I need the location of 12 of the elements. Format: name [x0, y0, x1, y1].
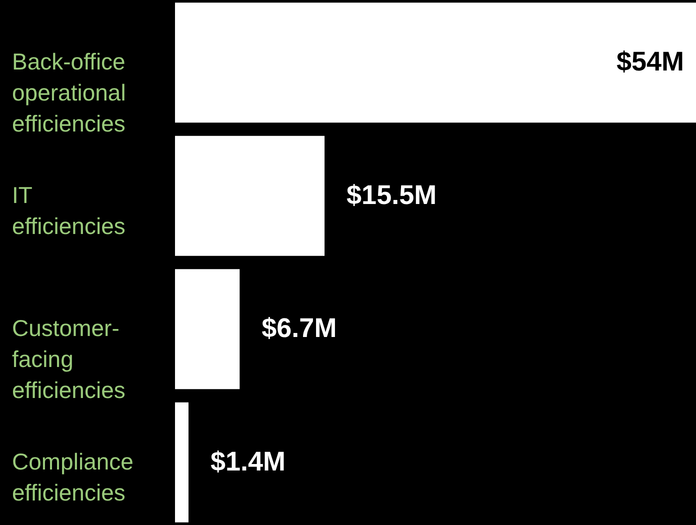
y-tick-label: Compliance efficiencies — [12, 448, 134, 506]
bar — [175, 2, 696, 123]
data-label: $6.7M — [262, 313, 337, 344]
bar — [175, 269, 240, 390]
data-label: $1.4M — [210, 446, 286, 476]
y-tick-label: Customer-facing efficiencies — [12, 315, 126, 404]
data-label: $15.5M — [346, 180, 437, 210]
y-tick-label: Back-office operational efficiencies — [12, 48, 126, 137]
y-tick-label: IT efficiencies — [12, 182, 126, 239]
bar — [175, 136, 325, 256]
data-label: $54M — [616, 46, 684, 77]
bar — [175, 402, 189, 522]
